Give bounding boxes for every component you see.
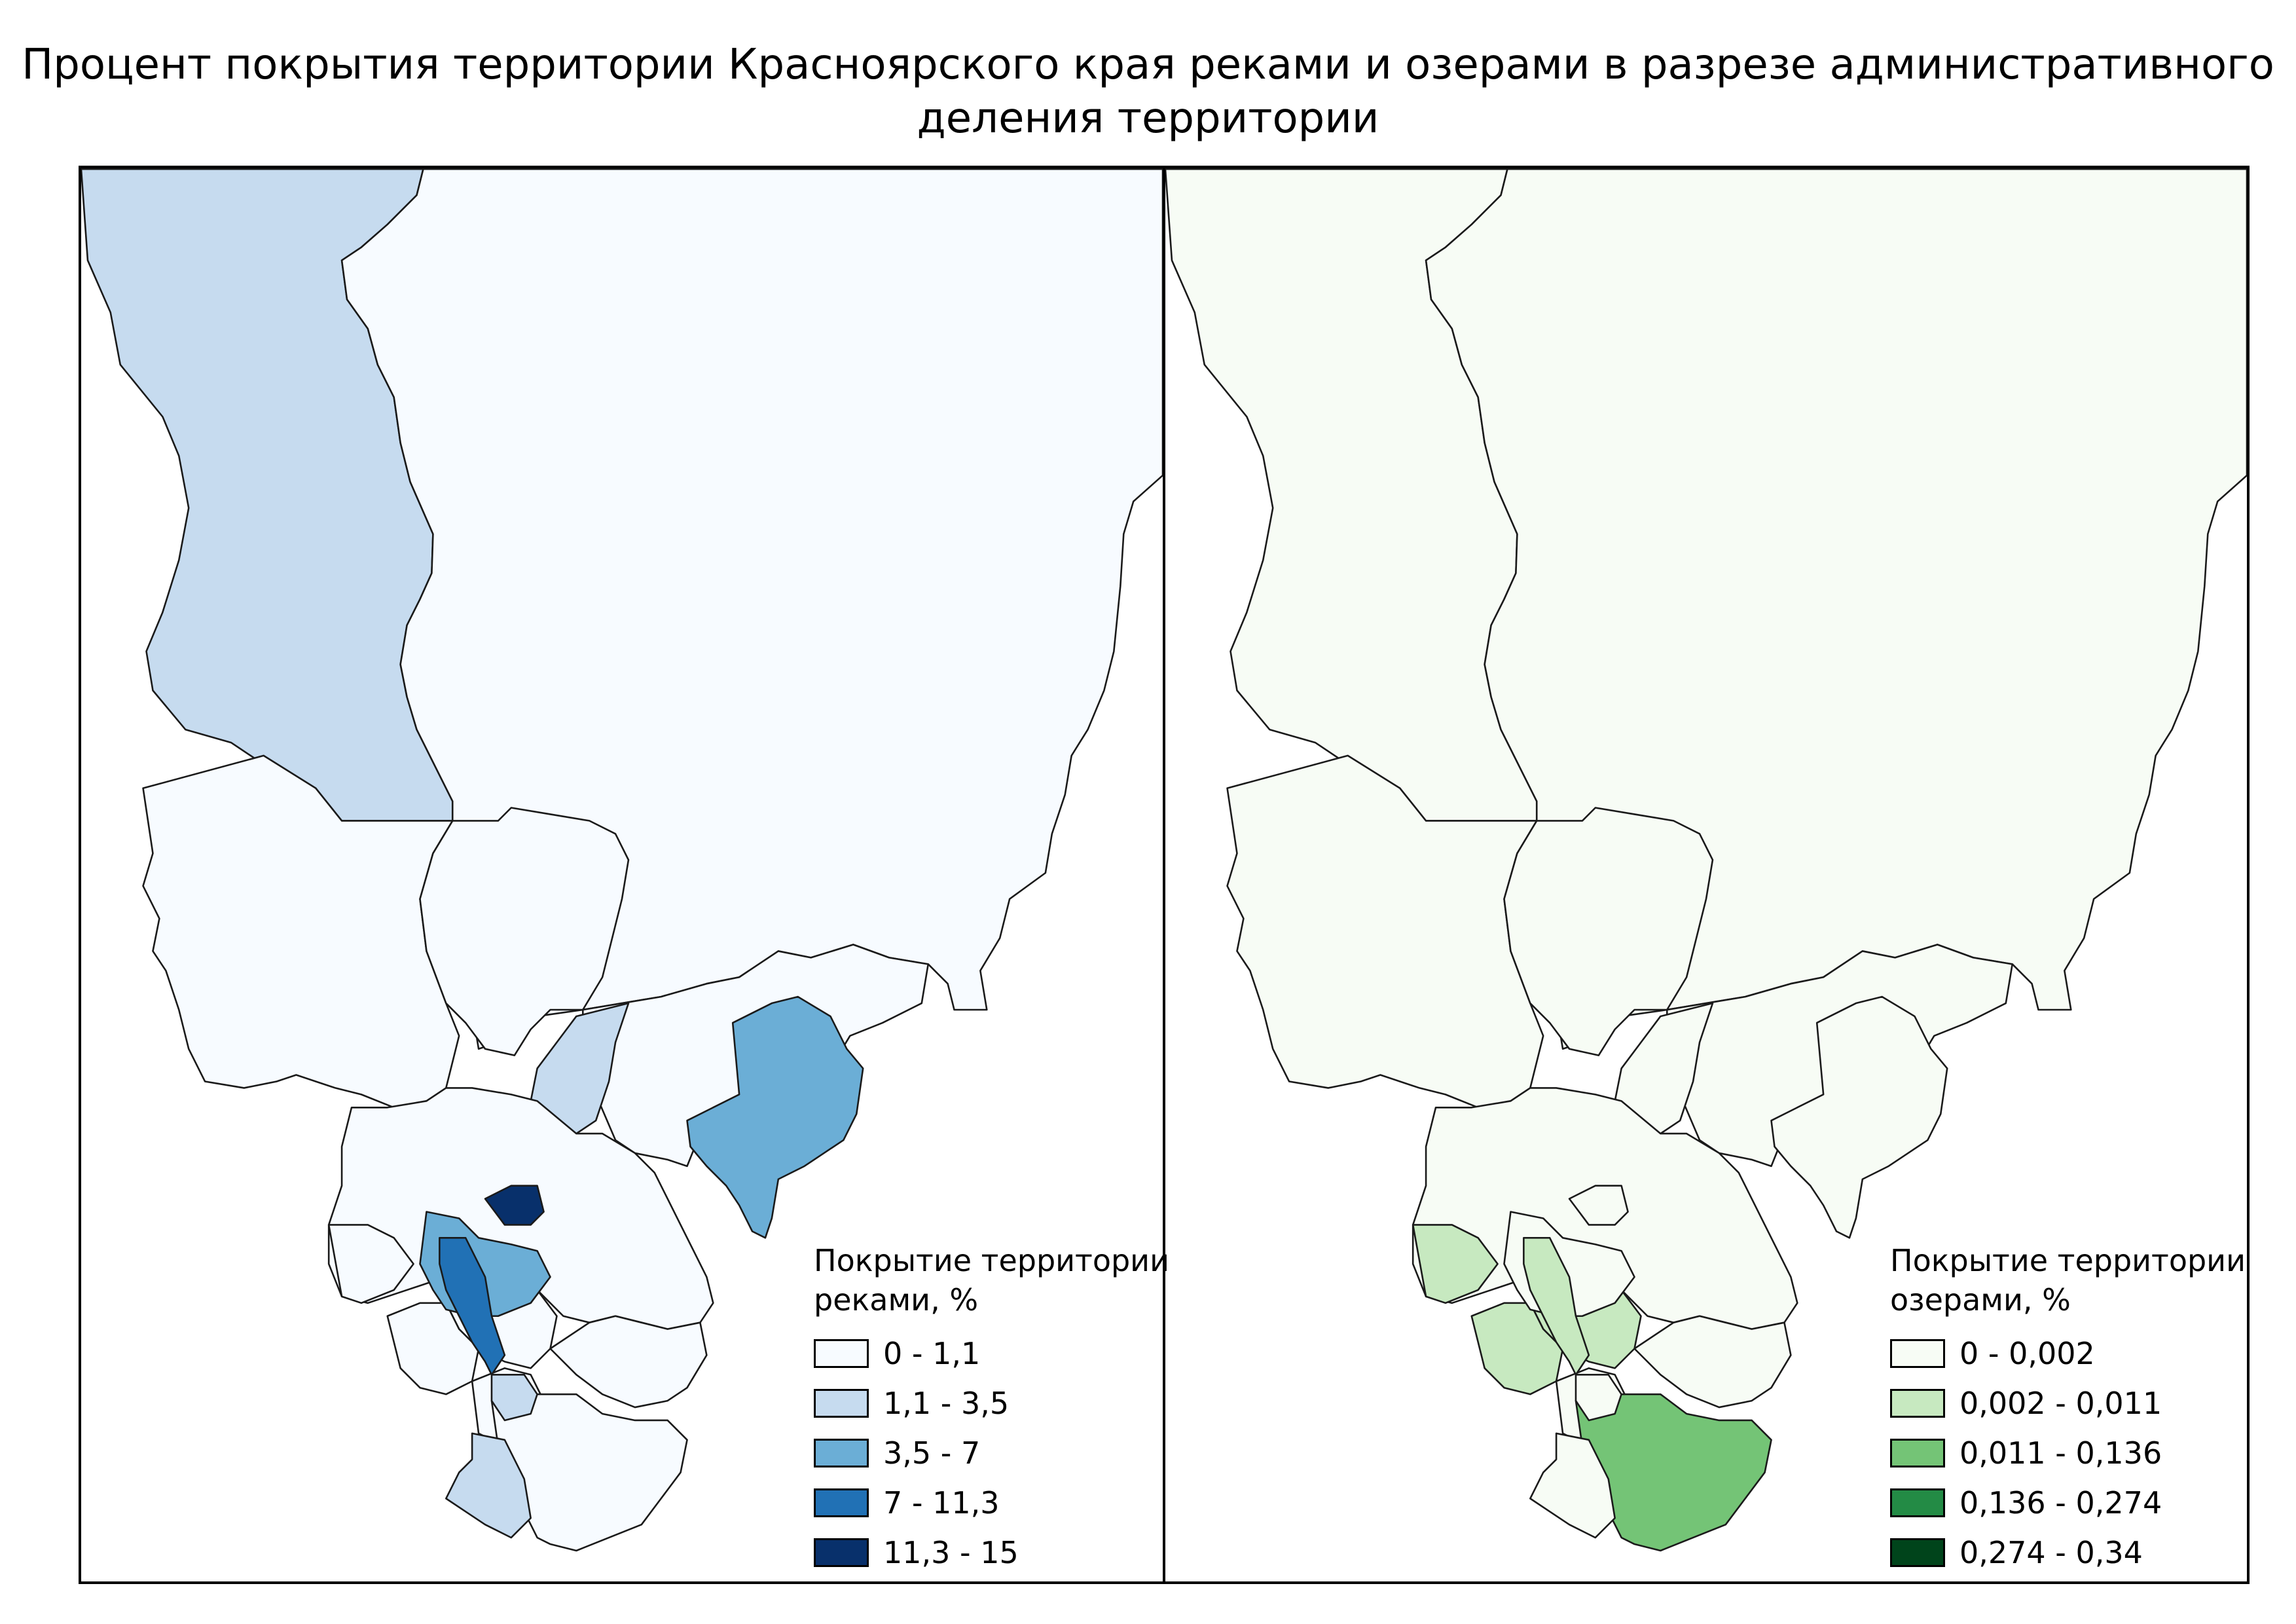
district-sw-dark <box>1568 1185 1629 1226</box>
legend-swatch <box>814 1538 869 1567</box>
legend-label: 11,3 - 15 <box>883 1535 1019 1570</box>
legend-swatch <box>814 1339 869 1368</box>
rivers-map-panel <box>79 166 1165 1584</box>
district-south-d <box>386 1302 480 1395</box>
legend-label: 7 - 11,3 <box>883 1485 1000 1521</box>
legend-swatch <box>1890 1538 1945 1567</box>
legend-swatch <box>1890 1339 1945 1368</box>
district-south-c <box>1633 1315 1792 1409</box>
legend-swatch <box>814 1389 869 1418</box>
lakes-map-panel <box>1163 166 2250 1584</box>
district-east-blob <box>1770 995 1948 1239</box>
district-sw-tail <box>1529 1432 1616 1539</box>
legend-label: 0 - 0,002 <box>1959 1336 2095 1371</box>
rivers-legend-title-line1: Покрытие территории <box>814 1243 1169 1278</box>
map-title-line2: деления территории <box>917 94 1379 143</box>
district-south-c <box>549 1315 708 1409</box>
lakes-legend: Покрытие территории озерами, % 0 - 0,002… <box>1890 1241 2246 1578</box>
lakes-map <box>1165 168 2247 1552</box>
district-south-a <box>327 1224 414 1304</box>
district-south-d <box>1470 1302 1564 1395</box>
legend-swatch <box>814 1488 869 1517</box>
district-south-a <box>1412 1224 1499 1304</box>
legend-swatch <box>1890 1389 1945 1418</box>
lakes-legend-title-line2: озерами, % <box>1890 1282 2071 1318</box>
lakes-legend-title: Покрытие территории озерами, % <box>1890 1241 2246 1320</box>
legend-label: 3,5 - 7 <box>883 1435 981 1471</box>
district-sw-tail <box>445 1432 532 1539</box>
legend-label: 0,002 - 0,011 <box>1959 1386 2162 1421</box>
legend-label: 0,011 - 0,136 <box>1959 1435 2162 1471</box>
rivers-legend: Покрытие территории реками, % 0 - 1,1 1,… <box>814 1241 1169 1578</box>
legend-label: 0,274 - 0,34 <box>1959 1535 2143 1570</box>
lakes-legend-item: 0,136 - 0,274 <box>1890 1478 2246 1528</box>
rivers-legend-item: 1,1 - 3,5 <box>814 1378 1169 1428</box>
rivers-map <box>81 168 1163 1552</box>
lakes-legend-item: 0 - 0,002 <box>1890 1329 2246 1378</box>
rivers-legend-title: Покрытие территории реками, % <box>814 1241 1169 1320</box>
lakes-legend-item: 0,274 - 0,34 <box>1890 1528 2246 1578</box>
legend-swatch <box>1890 1439 1945 1467</box>
district-sw-small <box>490 1374 538 1422</box>
map-title: Процент покрытия территории Красноярског… <box>0 38 2296 145</box>
district-sw-dark <box>484 1185 545 1226</box>
legend-label: 1,1 - 3,5 <box>883 1386 1010 1421</box>
rivers-legend-item: 0 - 1,1 <box>814 1329 1169 1378</box>
rivers-legend-item: 3,5 - 7 <box>814 1428 1169 1478</box>
legend-label: 0,136 - 0,274 <box>1959 1485 2162 1521</box>
lakes-legend-title-line1: Покрытие территории <box>1890 1243 2246 1278</box>
district-east-blob <box>686 995 864 1239</box>
map-title-line1: Процент покрытия территории Красноярског… <box>22 41 2274 89</box>
lakes-legend-item: 0,002 - 0,011 <box>1890 1378 2246 1428</box>
legend-swatch <box>1890 1488 1945 1517</box>
rivers-legend-item: 11,3 - 15 <box>814 1528 1169 1578</box>
legend-label: 0 - 1,1 <box>883 1336 981 1371</box>
lakes-legend-item: 0,011 - 0,136 <box>1890 1428 2246 1478</box>
district-sw-small <box>1575 1374 1622 1422</box>
rivers-legend-title-line2: реками, % <box>814 1282 979 1318</box>
legend-swatch <box>814 1439 869 1467</box>
rivers-legend-item: 7 - 11,3 <box>814 1478 1169 1528</box>
